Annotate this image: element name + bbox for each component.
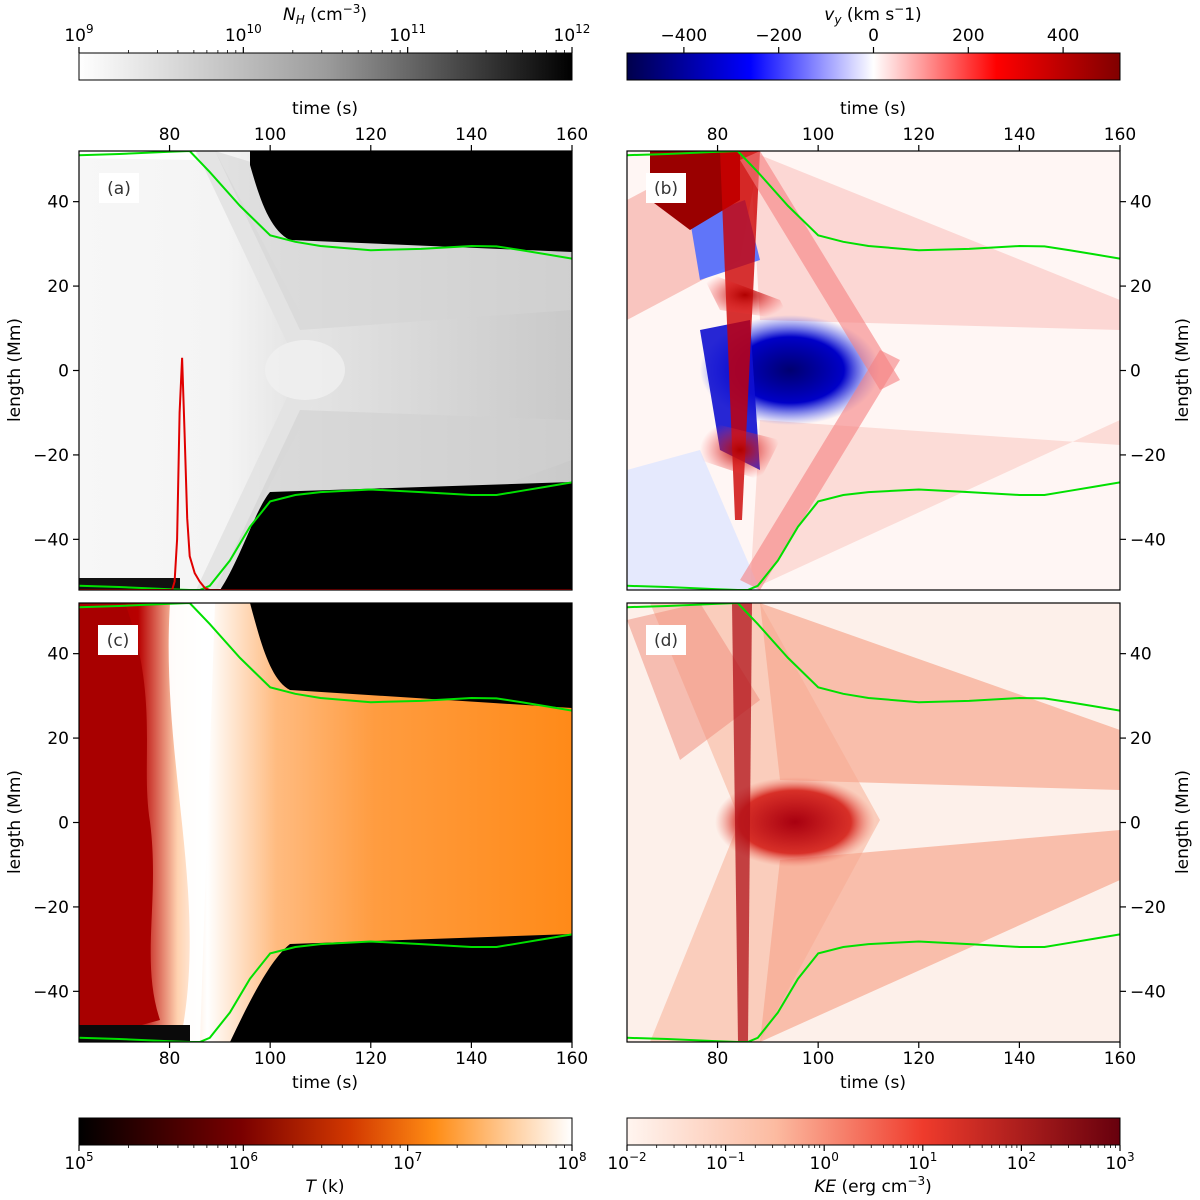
panel-c-label: (c) <box>107 631 130 651</box>
colorbar-tick-label: −200 <box>755 26 802 46</box>
colorbar-tick-label: 107 <box>393 1150 422 1174</box>
colorbar-t-label: T (k) <box>306 1177 345 1197</box>
panel-c-xlabel: time (s) <box>292 1073 358 1093</box>
x-tick-label: 80 <box>159 125 181 145</box>
x-tick-label: 100 <box>254 1049 286 1069</box>
y-tick-label: −20 <box>1130 446 1166 466</box>
y-tick-label: −20 <box>1130 898 1166 918</box>
panel-d-label: (d) <box>654 631 678 651</box>
panel-d-xlabel: time (s) <box>840 1073 906 1093</box>
panel-a-heatmap <box>79 151 572 590</box>
colorbar-nh: NH (cm−3) 109 1010 1011 1012 <box>64 2 591 81</box>
colorbar-tick-label: 1012 <box>554 22 591 46</box>
colorbar-tick-label: 105 <box>64 1150 93 1174</box>
colorbar-tick-label: 10−2 <box>607 1150 646 1174</box>
y-tick-label: 20 <box>47 729 69 749</box>
x-tick-label: 100 <box>802 1049 834 1069</box>
colorbar-tick-label: 108 <box>557 1150 586 1174</box>
panel-b-ylabel: length (Mm) <box>1173 318 1193 422</box>
colorbar-tick-label: 102 <box>1007 1150 1036 1174</box>
colorbar-vy-gradient <box>626 52 1121 81</box>
panel-b-top-axis-label: time (s) <box>840 99 906 119</box>
y-tick-label: −40 <box>1130 530 1166 550</box>
panel-c-ylabel: length (Mm) <box>5 770 25 874</box>
x-tick-label: 160 <box>1104 125 1136 145</box>
colorbar-ke-label: KE (erg cm−3) <box>814 1174 932 1197</box>
colorbar-ke-gradient <box>626 1117 1121 1146</box>
y-tick-label: 0 <box>1130 814 1141 834</box>
colorbar-tick-label: −400 <box>661 26 708 46</box>
y-tick-label: 20 <box>1130 729 1152 749</box>
colorbar-tick-label: 100 <box>810 1150 839 1174</box>
panel-c-label-box: (c) <box>98 625 138 655</box>
x-tick-label: 120 <box>355 125 387 145</box>
y-tick-label: 40 <box>1130 645 1152 665</box>
y-tick-label: −40 <box>33 530 69 550</box>
panel-d-heatmap <box>627 603 1120 1042</box>
colorbar-tick-label: 0 <box>868 26 879 46</box>
colorbar-tick-label: 103 <box>1105 1150 1134 1174</box>
x-tick-label: 160 <box>1104 1049 1136 1069</box>
y-tick-label: 0 <box>58 362 69 382</box>
panel-a-top-axis-label: time (s) <box>292 99 358 119</box>
panel-d-label-box: (d) <box>646 625 686 655</box>
x-tick-label: 120 <box>355 1049 387 1069</box>
colorbar-tick-label: 400 <box>1047 26 1079 46</box>
colorbar-tick-label: 1010 <box>225 22 262 46</box>
x-tick-label: 120 <box>903 125 935 145</box>
y-tick-label: 0 <box>1130 362 1141 382</box>
colorbar-tick-label: 101 <box>908 1150 937 1174</box>
colorbar-nh-label: NH (cm−3) <box>283 2 367 27</box>
y-tick-label: −40 <box>1130 982 1166 1002</box>
panel-a-label: (a) <box>107 179 131 199</box>
x-tick-label: 80 <box>159 1049 181 1069</box>
y-tick-label: −20 <box>33 446 69 466</box>
colorbar-vy-label: vy (km s−1) <box>824 2 921 27</box>
x-tick-label: 100 <box>254 125 286 145</box>
colorbar-tick-label: 109 <box>64 22 93 46</box>
colorbar-tick-label: 106 <box>229 1150 258 1174</box>
y-tick-label: 20 <box>47 277 69 297</box>
x-tick-label: 140 <box>1003 125 1035 145</box>
x-tick-label: 160 <box>556 125 588 145</box>
x-tick-label: 100 <box>802 125 834 145</box>
panel-b-label-box: (b) <box>646 173 686 203</box>
colorbar-ke: 10−2 10−1 100 101 102 103 KE (erg cm−3) <box>607 1117 1135 1197</box>
y-tick-label: 20 <box>1130 277 1152 297</box>
x-tick-label: 80 <box>707 125 729 145</box>
panel-a-ylabel: length (Mm) <box>5 318 25 422</box>
x-tick-label: 160 <box>556 1049 588 1069</box>
colorbar-tick-label: 200 <box>952 26 984 46</box>
y-tick-label: 40 <box>47 645 69 665</box>
y-tick-label: −20 <box>33 898 69 918</box>
colorbar-tick-label: 1011 <box>389 22 426 46</box>
x-tick-label: 140 <box>455 1049 487 1069</box>
y-tick-label: −40 <box>33 982 69 1002</box>
panel-a-label-box: (a) <box>99 173 139 203</box>
panel-b-label: (b) <box>654 179 678 199</box>
x-tick-label: 80 <box>707 1049 729 1069</box>
panel-b-heatmap <box>627 151 1120 590</box>
colorbar-vy: vy (km s−1) −400 −200 0 200 400 <box>626 2 1121 81</box>
profile-line-red <box>79 357 572 590</box>
y-tick-label: 40 <box>1130 193 1152 213</box>
y-tick-label: 0 <box>58 814 69 834</box>
colorbar-tick-label: 10−1 <box>706 1150 745 1174</box>
x-tick-label: 140 <box>455 125 487 145</box>
colorbar-t: 105 106 107 108 T (k) <box>64 1117 587 1197</box>
y-tick-label: 40 <box>47 193 69 213</box>
panel-d-ylabel: length (Mm) <box>1173 770 1193 874</box>
x-tick-label: 120 <box>903 1049 935 1069</box>
x-tick-label: 140 <box>1003 1049 1035 1069</box>
colorbar-nh-gradient <box>78 52 573 81</box>
colorbar-t-gradient <box>78 1117 573 1146</box>
panel-c-heatmap <box>79 603 572 1042</box>
